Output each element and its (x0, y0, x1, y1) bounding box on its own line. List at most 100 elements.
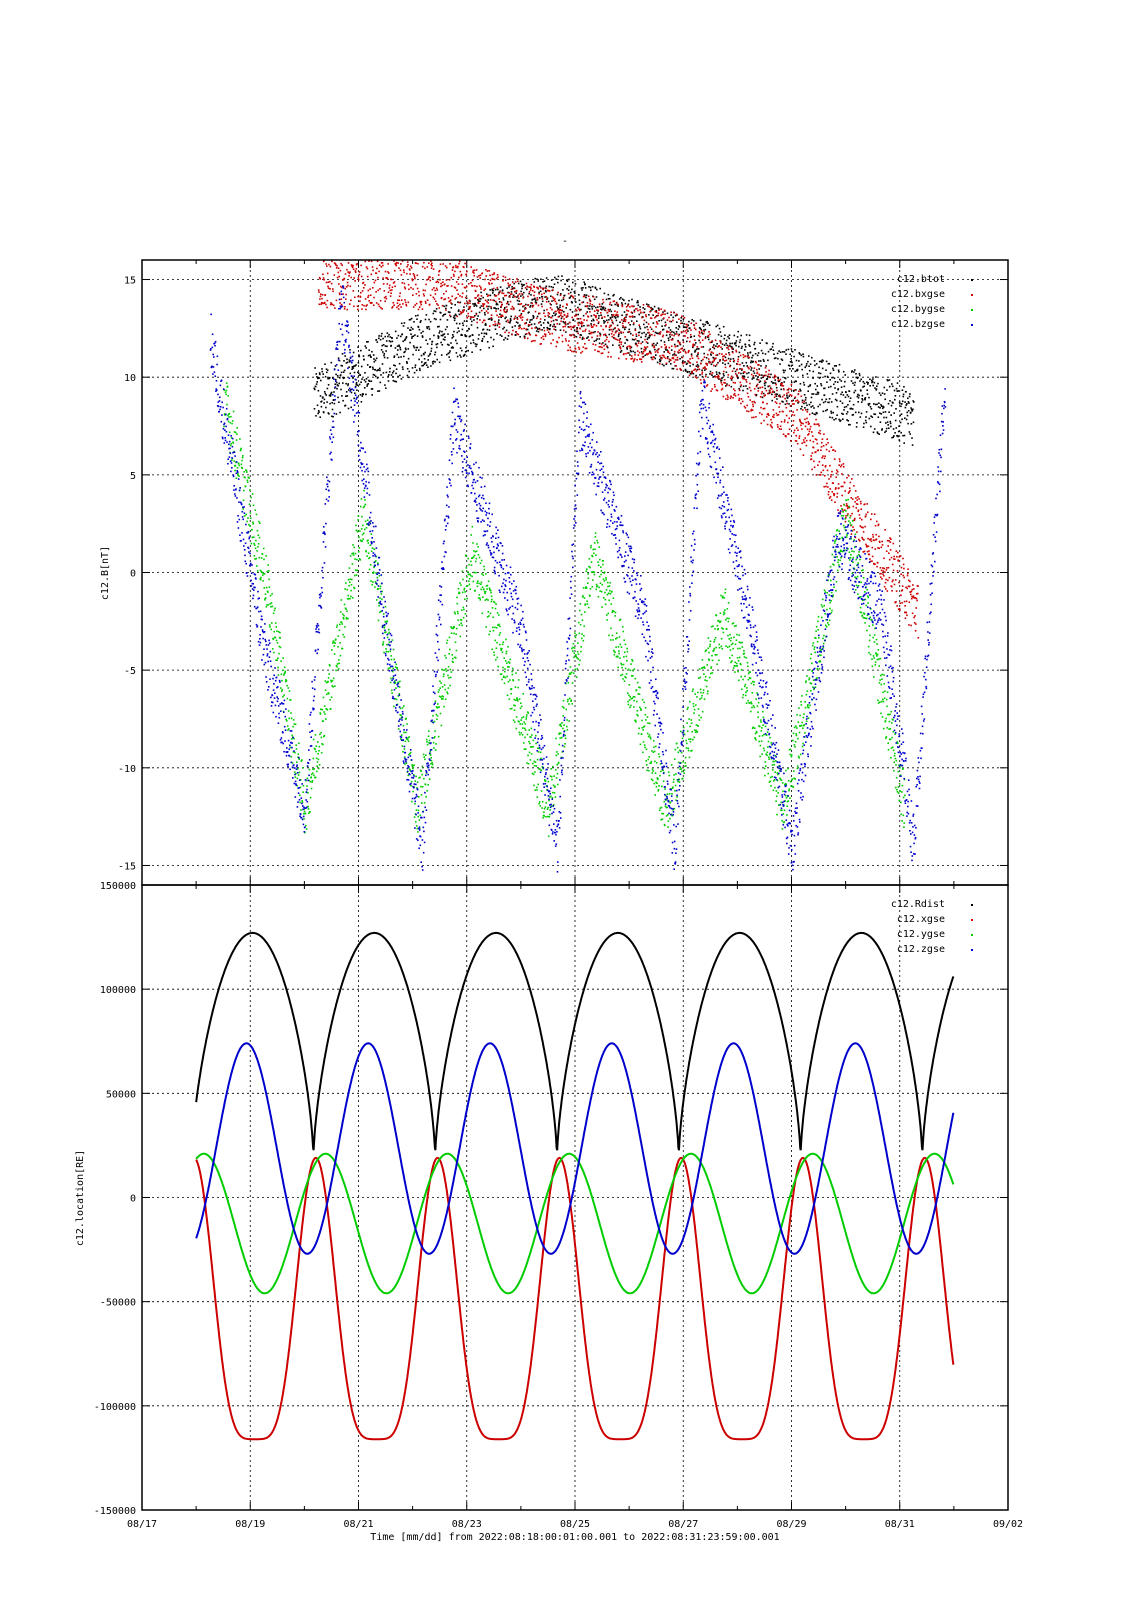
scatter-point (475, 305, 478, 307)
scatter-point (722, 362, 724, 364)
scatter-point (519, 723, 521, 725)
scatter-point (911, 588, 914, 591)
scatter-point (789, 361, 792, 363)
scatter-point (561, 340, 564, 343)
scatter-point (394, 666, 397, 668)
scatter-point (385, 350, 387, 352)
scatter-point (880, 546, 883, 549)
scatter-point (841, 391, 843, 394)
scatter-point (518, 327, 520, 330)
scatter-point (415, 349, 417, 351)
scatter-point (649, 351, 652, 354)
scatter-point (291, 738, 293, 740)
scatter-point (406, 272, 408, 275)
scatter-point (619, 346, 622, 348)
scatter-point (872, 533, 874, 536)
scatter-point (556, 293, 559, 296)
scatter-point (901, 403, 903, 405)
scatter-point (342, 377, 345, 380)
scatter-point (377, 390, 379, 392)
scatter-point (902, 563, 905, 566)
scatter-point (557, 309, 559, 311)
scatter-point (830, 499, 833, 501)
scatter-point (311, 780, 314, 782)
scatter-point (576, 342, 579, 344)
scatter-point (741, 368, 743, 370)
scatter-point (690, 329, 692, 331)
scatter-point (404, 338, 407, 341)
scatter-point (778, 406, 780, 408)
scatter-point (874, 563, 876, 565)
scatter-point (465, 297, 468, 300)
scatter-point (496, 641, 498, 644)
scatter-point (473, 269, 476, 272)
scatter-point (443, 669, 446, 671)
scatter-point (811, 435, 814, 437)
scatter-point (831, 491, 834, 493)
scatter-point (666, 312, 669, 315)
scatter-point (448, 677, 450, 679)
scatter-point (774, 382, 777, 384)
scatter-point (750, 369, 752, 371)
scatter-point (357, 278, 360, 281)
scatter-point (907, 579, 910, 582)
scatter-point (623, 299, 625, 302)
scatter-point (557, 291, 559, 294)
scatter-point (498, 323, 501, 325)
scatter-point (374, 368, 376, 371)
scatter-point (385, 295, 387, 298)
scatter-point (442, 263, 444, 265)
scatter-point (303, 810, 306, 813)
scatter-point (434, 361, 436, 363)
scatter-point (734, 394, 737, 397)
scatter-point (515, 672, 517, 674)
scatter-point (749, 365, 752, 368)
scatter-point (509, 317, 512, 320)
scatter-point (630, 332, 632, 335)
scatter-point (562, 320, 564, 323)
scatter-point (581, 324, 583, 326)
scatter-point (655, 310, 658, 312)
scatter-point (861, 398, 863, 400)
scatter-point (418, 819, 421, 821)
scatter-point (596, 288, 598, 291)
scatter-point (575, 313, 577, 316)
scatter-point (450, 342, 452, 344)
scatter-point (573, 291, 576, 293)
scatter-point (746, 410, 748, 412)
scatter-point (346, 588, 349, 591)
scatter-point (677, 351, 679, 353)
scatter-point (722, 325, 725, 328)
scatter-point (368, 568, 371, 571)
scatter-point (538, 297, 541, 299)
scatter-point (846, 504, 849, 507)
scatter-point (366, 267, 369, 270)
scatter-point (690, 336, 693, 338)
scatter-point (916, 599, 918, 602)
scatter-point (715, 345, 717, 347)
scatter-point (735, 373, 737, 375)
scatter-point (392, 376, 394, 378)
scatter-point (624, 320, 627, 323)
scatter-point (354, 385, 357, 388)
scatter-point (651, 344, 654, 347)
scatter-point (309, 780, 312, 783)
scatter-point (477, 300, 480, 302)
scatter-point (644, 326, 646, 329)
scatter-point (780, 358, 783, 360)
scatter-point (757, 376, 759, 378)
scatter-point (464, 591, 466, 593)
scatter-point (807, 360, 809, 363)
scatter-point (318, 377, 321, 379)
scatter-point (587, 307, 590, 310)
scatter-point (852, 413, 855, 416)
scatter-point (529, 286, 532, 288)
scatter-point (326, 369, 329, 371)
scatter-point (837, 369, 840, 372)
scatter-point (888, 385, 891, 388)
scatter-point (658, 308, 660, 310)
scatter-point (655, 311, 658, 313)
scatter-point (270, 628, 272, 631)
scatter-point (489, 630, 491, 633)
scatter-point (412, 335, 415, 337)
